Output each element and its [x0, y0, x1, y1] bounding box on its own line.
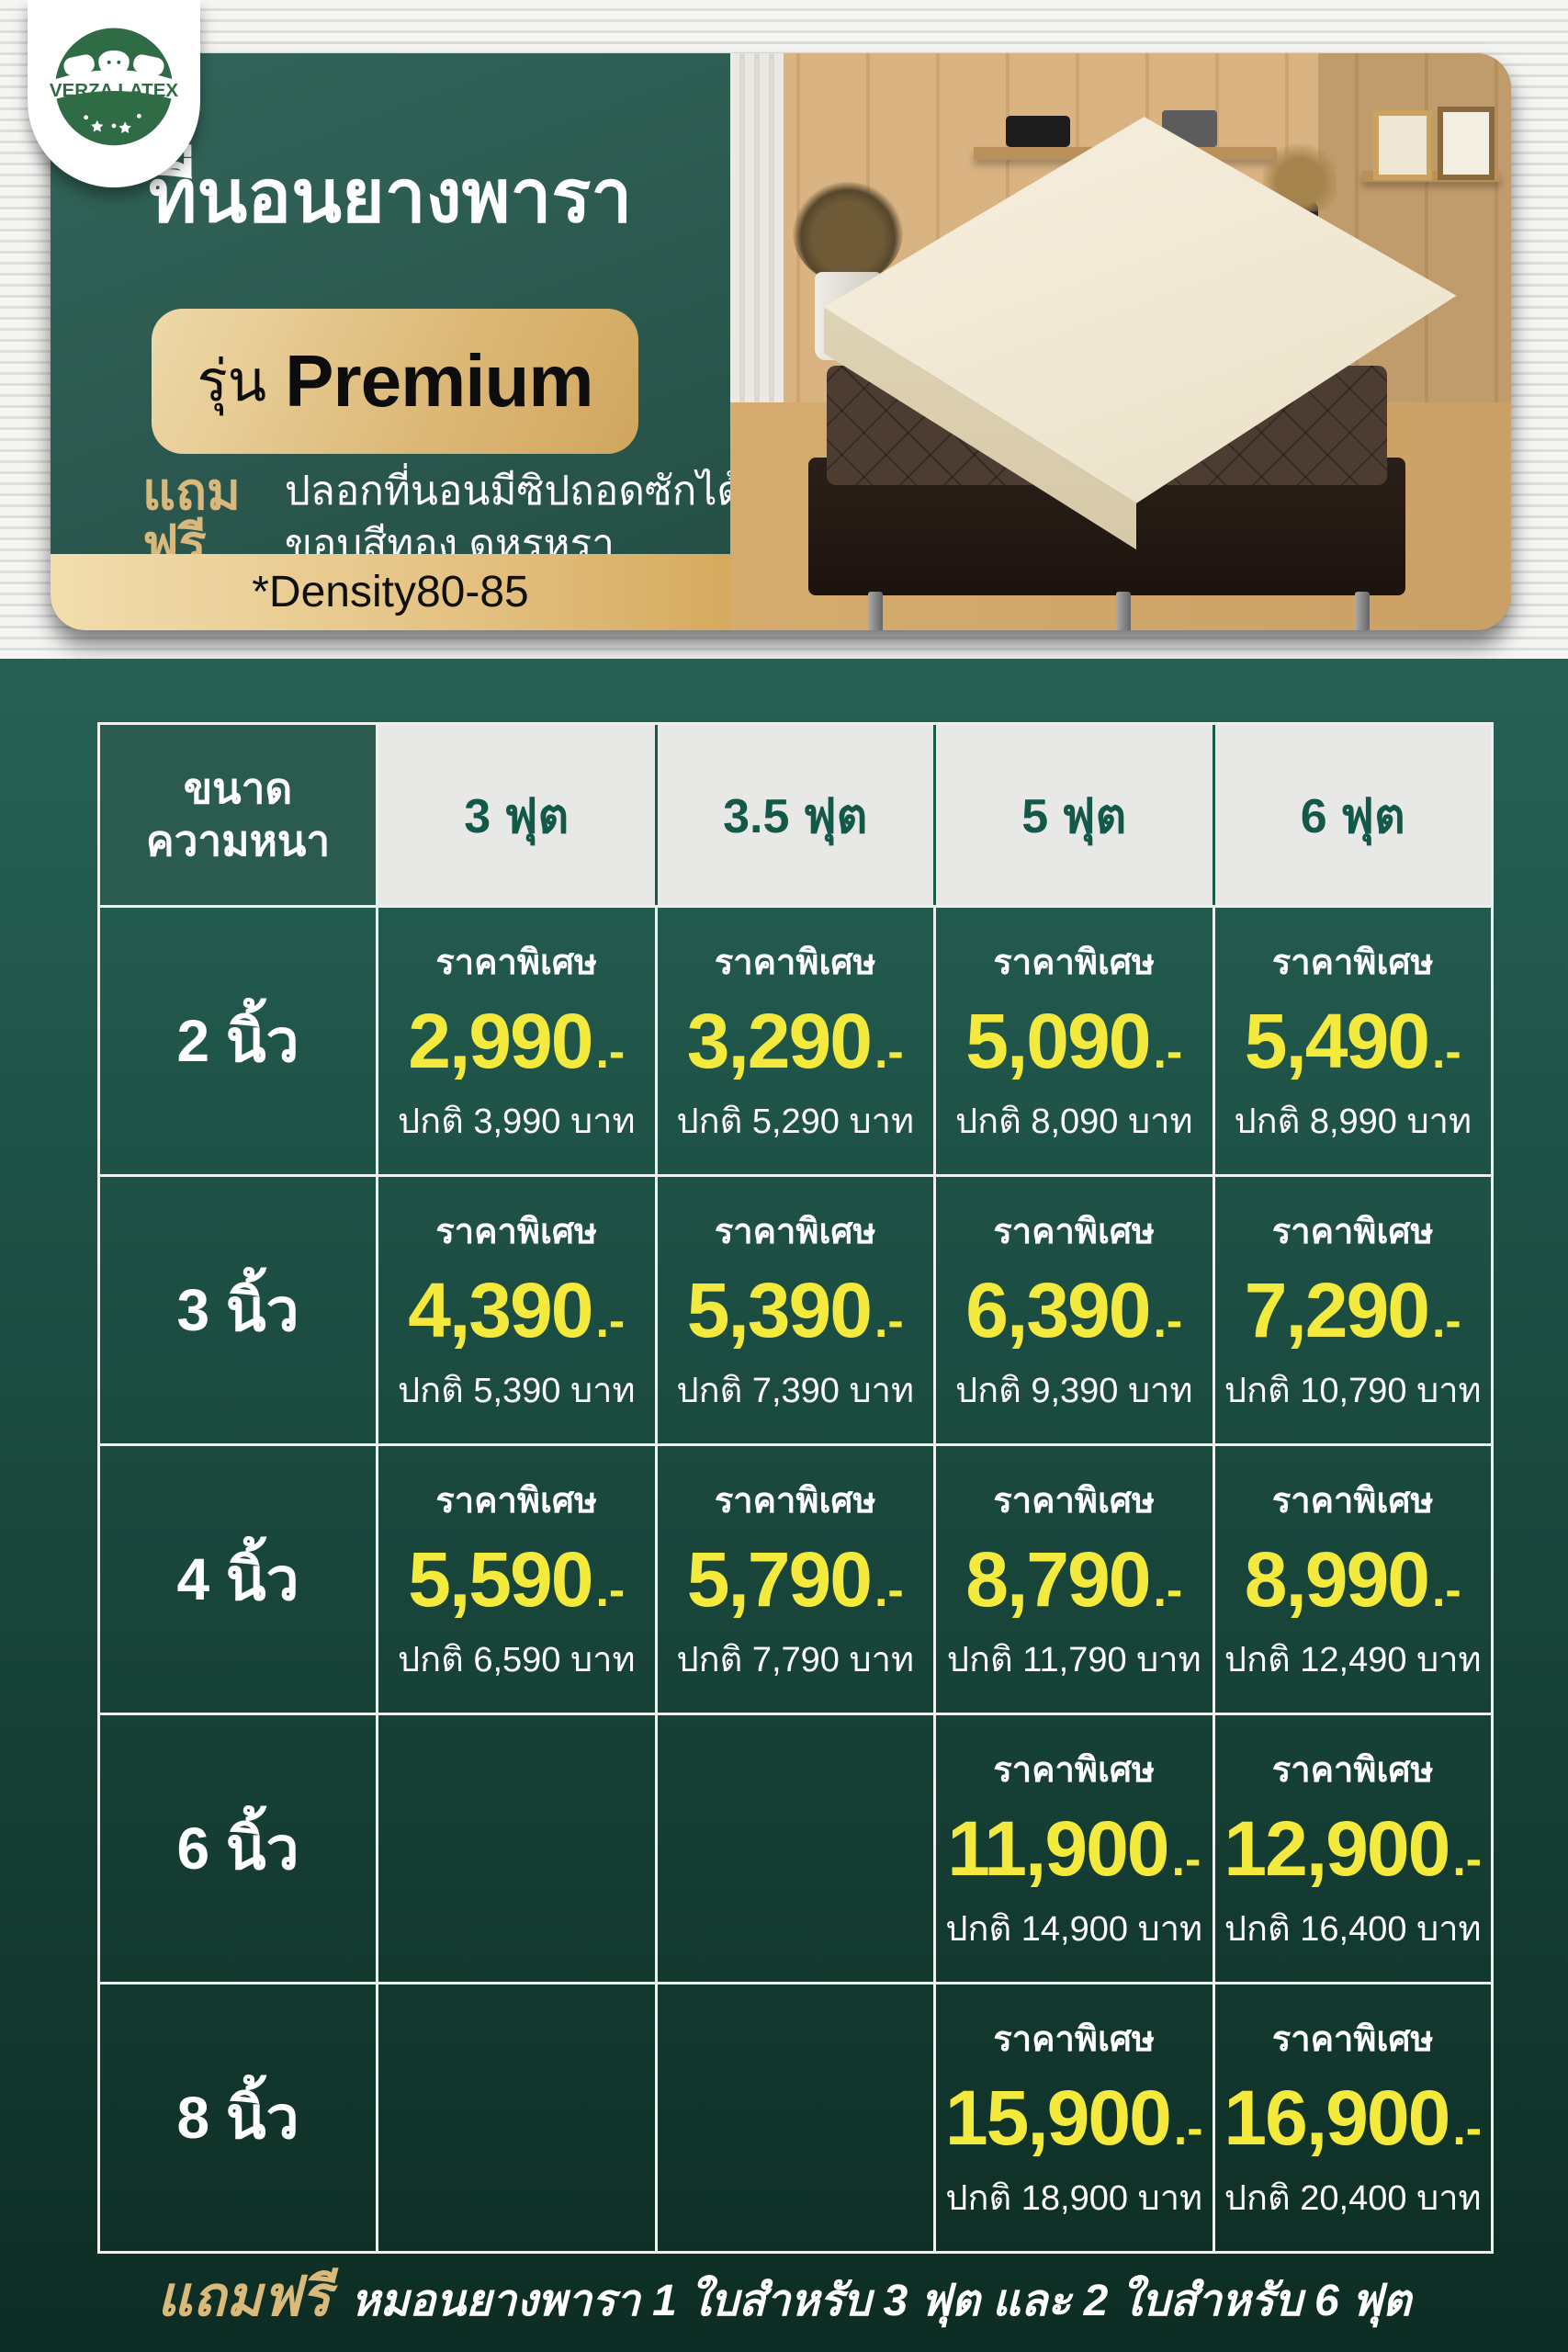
special-price: 16,900 [1224, 2075, 1450, 2161]
normal-price: ปกติ 5,290 บาท [676, 1102, 915, 1141]
normal-price: ปกติ 12,490 บาท [1224, 1641, 1482, 1679]
photo-camera [1006, 116, 1070, 147]
price-cell: ราคาพิเศษ 5,590 .- ปกติ 6,590 บาท [376, 1446, 655, 1713]
verza-latex-logo-icon: VERZA LATEX [50, 28, 179, 146]
column-header-6ft: 6 ฟุต [1212, 725, 1491, 905]
column-header-5ft: 5 ฟุต [933, 725, 1213, 905]
special-price: 5,490 [1244, 998, 1430, 1084]
price-cell: ราคาพิเศษ 15,900 .- ปกติ 18,900 บาท [933, 1984, 1213, 2251]
header-card: ที่นอนยางพารา รุ่น Premium แถม ฟรี ปลอกท… [51, 53, 1511, 630]
normal-price: ปกติ 3,990 บาท [397, 1102, 636, 1141]
table-header-row: ขนาด ความหนา 3 ฟุต 3.5 ฟุต 5 ฟุต 6 ฟุต [100, 725, 1491, 905]
photo-picture-frame [1373, 110, 1432, 180]
column-header-3ft: 3 ฟุต [376, 725, 655, 905]
row-size-label: 8 นิ้ว [176, 2085, 299, 2151]
price-cell: ราคาพิเศษ 2,990 .- ปกติ 3,990 บาท [376, 908, 655, 1174]
normal-price: ปกติ 8,990 บาท [1234, 1102, 1472, 1141]
row-size-label: 4 นิ้ว [176, 1546, 299, 1612]
density-note: *Density80-85 [252, 568, 529, 616]
normal-price: ปกติ 9,390 บาท [954, 1372, 1193, 1410]
table-row: 6 นิ้ว ราคาพิเศษ 11,900 .- ปกติ 14,900 บา… [100, 1713, 1491, 1982]
special-price: 5,590 [408, 1536, 593, 1623]
special-price: 5,790 [686, 1536, 873, 1623]
price-cell: ราคาพิเศษ 7,290 .- ปกติ 10,790 บาท [1212, 1177, 1492, 1443]
price-cell: ราคาพิเศษ 11,900 .- ปกติ 14,900 บาท [933, 1715, 1213, 1982]
product-photo [730, 53, 1511, 630]
price-cell: ราคาพิเศษ 4,390 .- ปกติ 5,390 บาท [376, 1177, 655, 1443]
special-price: 11,900 [947, 1805, 1169, 1892]
price-cell: ราคาพิเศษ 6,390 .- ปกติ 9,390 บาท [933, 1177, 1213, 1443]
normal-price: ปกติ 7,790 บาท [676, 1641, 915, 1679]
density-strip: *Density80-85 [51, 554, 730, 630]
price-cell: ราคาพิเศษ 5,490 .- ปกติ 8,990 บาท [1212, 908, 1492, 1174]
corner-line1: ขนาด [183, 763, 293, 812]
normal-price: ปกติ 14,900 บาท [945, 1910, 1203, 1949]
normal-price: ปกติ 10,790 บาท [1224, 1372, 1482, 1410]
price-cell: ราคาพิเศษ 12,900 .- ปกติ 16,400 บาท [1212, 1715, 1492, 1982]
footer-note: แถมฟรี หมอนยางพารา 1 ใบสำหรับ 3 ฟุต และ 2… [0, 2253, 1568, 2340]
footer-gift-text: หมอนยางพารา 1 ใบสำหรับ 3 ฟุต และ 2 ใบสำห… [351, 2277, 1412, 2325]
model-prefix: รุ่น [197, 350, 267, 413]
price-cell: ราคาพิเศษ 5,090 .- ปกติ 8,090 บาท [933, 908, 1213, 1174]
price-cell: ราคาพิเศษ 5,790 .- ปกติ 7,790 บาท [654, 1446, 934, 1713]
normal-price: ปกติ 7,390 บาท [676, 1372, 915, 1410]
model-name: Premium [285, 340, 593, 422]
normal-price: ปกติ 16,400 บาท [1224, 1910, 1482, 1949]
gift-label-line1: แถม [142, 462, 241, 520]
special-price: 8,990 [1244, 1536, 1430, 1623]
normal-price: ปกติ 18,900 บาท [945, 2179, 1203, 2218]
column-header-3-5ft: 3.5 ฟุต [654, 725, 933, 905]
brand-logo: VERZA LATEX [28, 0, 200, 187]
photo-picture-frame [1438, 107, 1495, 180]
table-row: 4 นิ้ว ราคาพิเศษ 5,590 .- ปกติ 6,590 บาท … [100, 1443, 1491, 1713]
row-size-label: 6 นิ้ว [176, 1815, 299, 1882]
photo-bed-leg [1355, 592, 1370, 630]
row-size-label: 3 นิ้ว [176, 1277, 299, 1343]
svg-text:VERZA LATEX: VERZA LATEX [50, 80, 179, 101]
price-cell: ราคาพิเศษ 16,900 .- ปกติ 20,400 บาท [1212, 1984, 1492, 2251]
price-cell: ราคาพิเศษ 3,290 .- ปกติ 5,290 บาท [654, 908, 934, 1174]
special-price: 12,900 [1224, 1805, 1450, 1892]
price-cell: ราคาพิเศษ 5,390 .- ปกติ 7,390 บาท [654, 1177, 934, 1443]
table-corner-header: ขนาด ความหนา [100, 725, 376, 905]
special-price: 6,390 [965, 1267, 1151, 1353]
table-row: 2 นิ้ว ราคาพิเศษ 2,990 .- ปกติ 3,990 บาท … [100, 905, 1491, 1174]
footer-gift-highlight: แถมฟรี [156, 2266, 332, 2327]
table-row: 8 นิ้ว ราคาพิเศษ 15,900 .- ปกติ 18,900 บา… [100, 1982, 1491, 2251]
photo-plant [793, 182, 903, 283]
photo-curtain [730, 53, 784, 458]
normal-price: ปกติ 8,090 บาท [954, 1102, 1193, 1141]
special-price: 5,390 [686, 1267, 873, 1353]
special-price: 7,290 [1244, 1267, 1430, 1353]
price-cell: ราคาพิเศษ 8,990 .- ปกติ 12,490 บาท [1212, 1446, 1492, 1713]
price-table: ขนาด ความหนา 3 ฟุต 3.5 ฟุต 5 ฟุต 6 ฟุต 2… [97, 722, 1494, 2254]
empty-cell [376, 1984, 655, 2251]
row-size-label: 2 นิ้ว [176, 1008, 299, 1074]
special-price: 8,790 [965, 1536, 1151, 1623]
normal-price: ปกติ 20,400 บาท [1224, 2179, 1482, 2218]
page-title: ที่นอนยางพารา [148, 155, 633, 237]
special-price: 15,900 [944, 2075, 1172, 2161]
empty-cell [654, 1984, 934, 2251]
special-price: 2,990 [408, 998, 593, 1084]
normal-price: ปกติ 6,590 บาท [397, 1641, 636, 1679]
price-cell: ราคาพิเศษ 8,790 .- ปกติ 11,790 บาท [933, 1446, 1213, 1713]
special-price: 5,090 [965, 998, 1151, 1084]
empty-cell [654, 1715, 934, 1982]
pricing-section: ขนาด ความหนา 3 ฟุต 3.5 ฟุต 5 ฟุต 6 ฟุต 2… [0, 659, 1568, 2352]
normal-price: ปกติ 11,790 บาท [946, 1641, 1201, 1679]
corner-line2: ความหนา [145, 817, 331, 865]
table-row: 3 นิ้ว ราคาพิเศษ 4,390 .- ปกติ 5,390 บาท … [100, 1174, 1491, 1443]
normal-price: ปกติ 5,390 บาท [397, 1372, 636, 1410]
photo-bed-leg [868, 592, 883, 630]
model-badge: รุ่น Premium [152, 309, 638, 454]
photo-bed-leg [1116, 592, 1131, 630]
special-price: 4,390 [408, 1267, 593, 1353]
empty-cell [376, 1715, 655, 1982]
special-price: 3,290 [686, 998, 873, 1084]
gift-desc-line1: ปลอกที่นอนมีซิปถอดซักได้ [284, 469, 744, 514]
